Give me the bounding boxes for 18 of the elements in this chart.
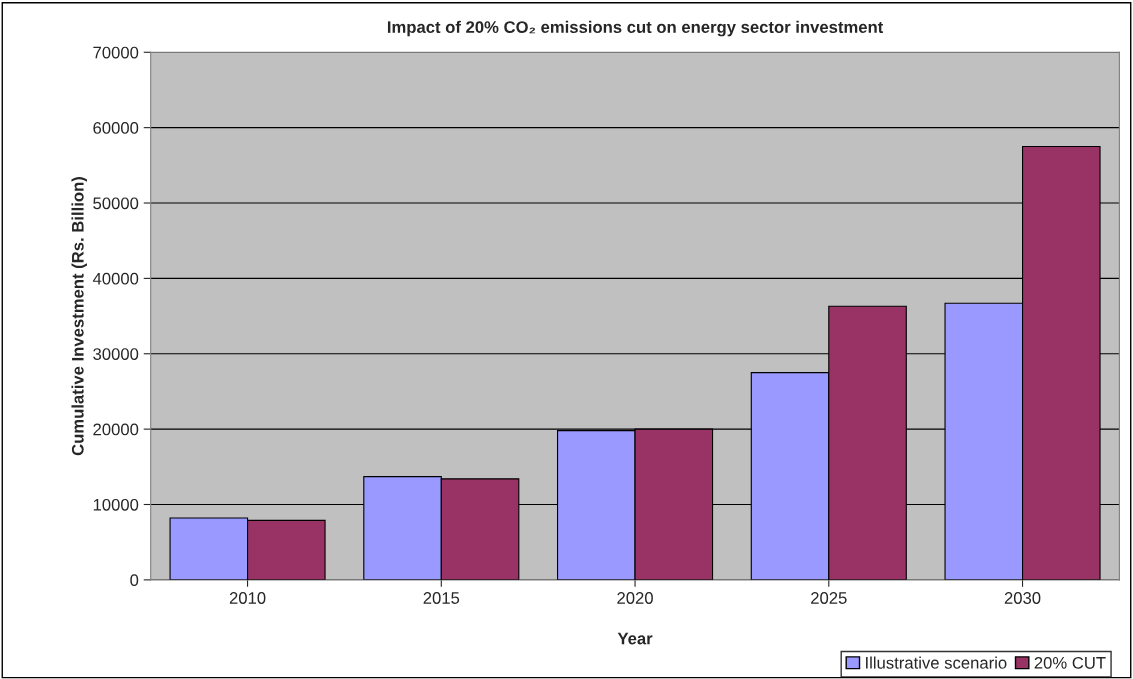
y-tick-label: 40000 [92,272,139,285]
y-tick-label: 50000 [93,197,139,210]
y-tick-label: 0 [130,574,139,587]
x-tick-label: 2010 [229,592,266,604]
y-tick-label: 20000 [93,423,139,436]
y-tick-label: 30000 [93,348,139,360]
legend-label: Illustrative scenario [866,656,1007,669]
legend-label: 20% CUT [1034,656,1106,669]
y-tick-label: 10000 [93,498,139,511]
y-tick-label: 60000 [93,122,139,134]
x-tick-label: 2030 [1004,592,1041,604]
chart-title: Impact of 20% CO₂ emissions cut on energy sector investment [387,20,884,37]
x-tick-label: 2015 [423,592,460,604]
y-axis-title: Cumulative Investment (Rs. Billion) [71,177,87,456]
x-tick-label: 2020 [617,592,653,604]
y-tick-label: 70000 [93,46,139,59]
x-axis-title: Year [617,632,653,645]
x-tick-label: 2025 [811,592,847,604]
